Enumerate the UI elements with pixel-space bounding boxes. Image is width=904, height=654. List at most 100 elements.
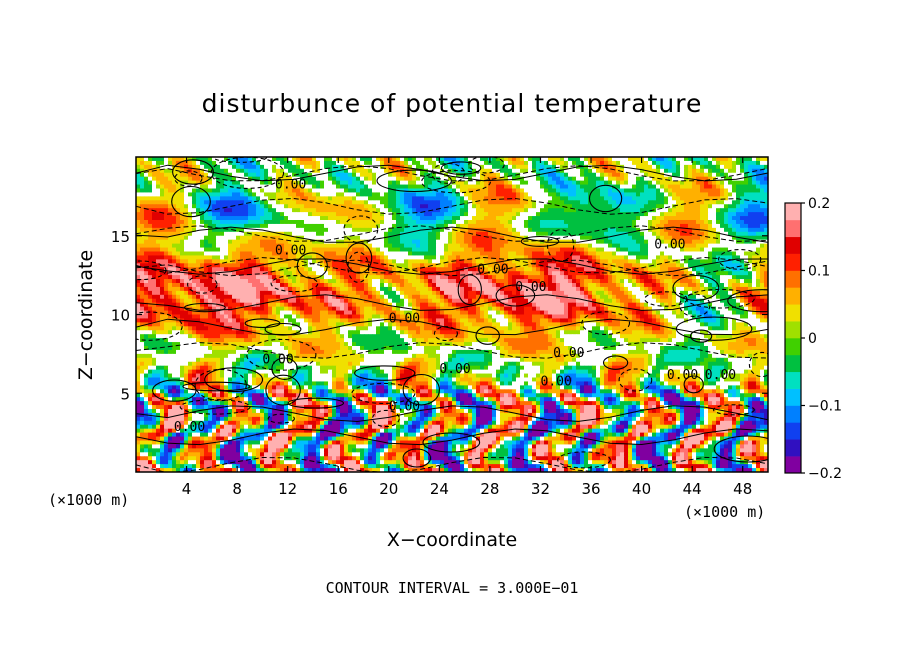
heatmap-cell — [572, 180, 577, 185]
heatmap-cell — [728, 157, 733, 162]
heatmap-cell — [760, 231, 765, 237]
heatmap-cell — [400, 208, 405, 213]
heatmap-cell — [664, 271, 669, 276]
heatmap-cell — [524, 168, 529, 174]
heatmap-cell — [552, 172, 557, 178]
heatmap-cell — [748, 196, 753, 201]
heatmap-cell — [292, 180, 297, 185]
heatmap-cell — [724, 267, 729, 272]
heatmap-cell — [580, 188, 585, 193]
heatmap-cell — [256, 188, 261, 193]
heatmap-cell — [456, 192, 461, 197]
heatmap-cell — [140, 279, 145, 284]
heatmap-cell — [604, 223, 609, 229]
heatmap-cell — [224, 192, 229, 197]
heatmap-cell — [256, 172, 261, 178]
heatmap-cell — [404, 212, 409, 217]
heatmap-cell — [512, 243, 517, 248]
heatmap-cell — [392, 196, 397, 201]
heatmap-cell — [620, 259, 625, 264]
heatmap-cell — [408, 279, 413, 284]
heatmap-cell — [416, 176, 421, 182]
heatmap-cell — [680, 164, 685, 170]
heatmap-cell — [268, 192, 273, 197]
heatmap-cell — [712, 172, 717, 178]
heatmap-cell — [648, 204, 653, 209]
heatmap-cell — [592, 227, 597, 233]
heatmap-cell — [360, 200, 365, 205]
heatmap-cell — [524, 255, 529, 260]
heatmap-cell — [636, 184, 641, 189]
heatmap-cell — [280, 279, 285, 284]
heatmap-cell — [292, 267, 297, 272]
heatmap-cell — [316, 164, 321, 170]
heatmap-cell — [764, 196, 768, 201]
heatmap-cell — [604, 216, 609, 221]
heatmap-cell — [644, 251, 649, 256]
heatmap-cell — [268, 235, 273, 241]
heatmap-cell — [212, 247, 217, 252]
heatmap-cell — [760, 157, 765, 162]
heatmap-cell — [528, 223, 533, 229]
heatmap-cell — [532, 180, 537, 185]
heatmap-cell — [508, 212, 513, 217]
heatmap-cell — [200, 188, 205, 193]
heatmap-cell — [216, 243, 221, 248]
heatmap-cell — [236, 212, 241, 217]
heatmap-cell — [348, 160, 353, 166]
heatmap-cell — [520, 255, 525, 260]
heatmap-cell — [548, 263, 553, 268]
heatmap-cell — [528, 259, 533, 264]
heatmap-cell — [692, 204, 697, 209]
heatmap-cell — [304, 157, 309, 162]
heatmap-cell — [188, 192, 193, 197]
heatmap-cell — [476, 239, 481, 245]
heatmap-cell — [184, 212, 189, 217]
heatmap-cell — [576, 223, 581, 229]
heatmap-cell — [764, 243, 768, 248]
heatmap-cell — [256, 157, 261, 162]
heatmap-cell — [660, 275, 665, 280]
heatmap-cell — [312, 200, 317, 205]
heatmap-cell — [280, 220, 285, 225]
heatmap-cell — [380, 168, 385, 174]
heatmap-cell — [360, 255, 365, 260]
heatmap-cell — [428, 235, 433, 241]
heatmap-cell — [316, 220, 321, 225]
heatmap-cell — [732, 231, 737, 237]
heatmap-cell — [212, 279, 217, 284]
heatmap-cell — [688, 172, 693, 178]
heatmap-cell — [540, 180, 545, 185]
heatmap-cell — [392, 172, 397, 178]
heatmap-cell — [748, 247, 753, 252]
heatmap-cell — [300, 196, 305, 201]
heatmap-cell — [360, 188, 365, 193]
heatmap-cell — [428, 220, 433, 225]
heatmap-cell — [188, 279, 193, 284]
heatmap-cell — [380, 157, 385, 162]
heatmap-cell — [312, 180, 317, 185]
heatmap-cell — [464, 157, 469, 162]
heatmap-cell — [244, 259, 249, 264]
heatmap-cell — [332, 192, 337, 197]
heatmap-cell — [396, 184, 401, 189]
heatmap-cell — [480, 220, 485, 225]
heatmap-cell — [492, 180, 497, 185]
heatmap-cell — [504, 168, 509, 174]
heatmap-cell — [656, 251, 661, 256]
heatmap-cell — [652, 255, 657, 260]
heatmap-cell — [744, 188, 749, 193]
heatmap-cell — [724, 263, 729, 268]
heatmap-cell — [336, 255, 341, 260]
heatmap-cell — [356, 176, 361, 182]
heatmap-cell — [676, 196, 681, 201]
heatmap-cell — [664, 164, 669, 170]
heatmap-cell — [480, 168, 485, 174]
heatmap-cell — [584, 184, 589, 189]
heatmap-cell — [480, 200, 485, 205]
heatmap-cell — [348, 184, 353, 189]
heatmap-cell — [656, 184, 661, 189]
heatmap-cell — [392, 275, 397, 280]
heatmap-cell — [588, 184, 593, 189]
heatmap-cell — [372, 212, 377, 217]
